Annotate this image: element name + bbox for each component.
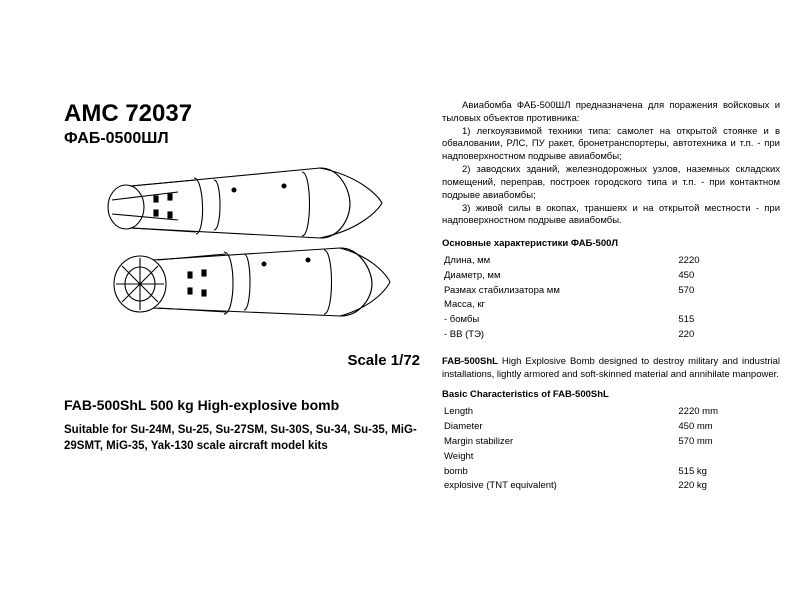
ru-intro-text: Авиабомба ФАБ-500ШЛ предназначена для по… bbox=[442, 100, 780, 124]
spec-row: Длина, мм2220 bbox=[444, 255, 778, 268]
spec-label: Diameter bbox=[444, 421, 676, 434]
en-specs-heading: Basic Characteristics of FAB-500ShL bbox=[442, 389, 780, 402]
ru-point-1: 1) легкоуязвимой техники типа: самолет н… bbox=[442, 126, 780, 164]
spec-row: Размах стабилизатора мм570 bbox=[444, 285, 778, 298]
spec-label: Weight bbox=[444, 451, 676, 464]
spec-value: 450 bbox=[678, 270, 778, 283]
spec-row: Margin stabilizer570 mm bbox=[444, 436, 778, 449]
spec-value bbox=[678, 451, 778, 464]
ru-intro: Авиабомба ФАБ-500ШЛ предназначена для по… bbox=[442, 100, 780, 126]
spec-label: Диаметр, мм bbox=[444, 270, 676, 283]
spec-label: Масса, кг bbox=[444, 299, 676, 312]
bomb-drawing-svg bbox=[64, 156, 414, 346]
ru-point-3: 3) живой силы в окопах, траншеях и на от… bbox=[442, 203, 780, 229]
ru-point-2: 2) заводских зданий, железнодорожных узл… bbox=[442, 164, 780, 202]
ru-specs-table: Длина, мм2220Диаметр, мм450Размах стабил… bbox=[442, 253, 780, 344]
spec-value: 515 bbox=[678, 314, 778, 327]
spec-row: explosive (TNT equivalent)220 kg bbox=[444, 480, 778, 493]
spec-row: bomb515 kg bbox=[444, 466, 778, 479]
product-sheet: AMC 72037 ФАБ-0500ШЛ bbox=[0, 0, 800, 612]
spec-row: Диаметр, мм450 bbox=[444, 270, 778, 283]
ru-specs-heading: Основные характеристики ФАБ-500Л bbox=[442, 238, 780, 251]
spec-label: - бомбы bbox=[444, 314, 676, 327]
spec-label: bomb bbox=[444, 466, 676, 479]
spec-value: 570 bbox=[678, 285, 778, 298]
spec-label: Размах стабилизатора мм bbox=[444, 285, 676, 298]
english-title: FAB-500ShL 500 kg High-explosive bomb bbox=[64, 397, 424, 413]
spec-value: 220 kg bbox=[678, 480, 778, 493]
bomb-bottom bbox=[114, 248, 390, 316]
left-column: AMC 72037 ФАБ-0500ШЛ bbox=[64, 100, 424, 592]
bomb-illustration bbox=[64, 156, 414, 346]
spec-row: Масса, кг bbox=[444, 299, 778, 312]
en-specs-body: Length2220 mmDiameter450 mmMargin stabil… bbox=[444, 406, 778, 493]
amc-code: AMC 72037 bbox=[64, 100, 424, 128]
spec-value: 220 bbox=[678, 329, 778, 342]
spec-value: 515 kg bbox=[678, 466, 778, 479]
spec-value: 2220 mm bbox=[678, 406, 778, 419]
spec-row: - ВВ (ТЭ)220 bbox=[444, 329, 778, 342]
en-specs-table: Length2220 mmDiameter450 mmMargin stabil… bbox=[442, 404, 780, 495]
heading-subtitle-ru: ФАБ-0500ШЛ bbox=[64, 130, 424, 148]
spec-row: Diameter450 mm bbox=[444, 421, 778, 434]
bomb-top bbox=[108, 168, 382, 238]
spec-row: Length2220 mm bbox=[444, 406, 778, 419]
scale-label: Scale 1/72 bbox=[64, 352, 424, 369]
suitable-for: Suitable for Su-24M, Su-25, Su-27SM, Su-… bbox=[64, 423, 424, 454]
spec-row: Weight bbox=[444, 451, 778, 464]
ru-description: Авиабомба ФАБ-500ШЛ предназначена для по… bbox=[442, 100, 780, 228]
spec-value: 2220 bbox=[678, 255, 778, 268]
spec-value bbox=[678, 299, 778, 312]
spec-value: 570 mm bbox=[678, 436, 778, 449]
spec-row: - бомбы515 bbox=[444, 314, 778, 327]
spec-label: explosive (TNT equivalent) bbox=[444, 480, 676, 493]
right-column: Авиабомба ФАБ-500ШЛ предназначена для по… bbox=[424, 100, 780, 592]
en-desc-prefix: FAB-500ShL bbox=[442, 356, 498, 367]
spec-value: 450 mm bbox=[678, 421, 778, 434]
spec-label: Margin stabilizer bbox=[444, 436, 676, 449]
spec-label: Length bbox=[444, 406, 676, 419]
ru-specs-body: Длина, мм2220Диаметр, мм450Размах стабил… bbox=[444, 255, 778, 342]
spec-label: - ВВ (ТЭ) bbox=[444, 329, 676, 342]
en-description: FAB-500ShL High Explosive Bomb designed … bbox=[442, 356, 780, 382]
spec-label: Длина, мм bbox=[444, 255, 676, 268]
